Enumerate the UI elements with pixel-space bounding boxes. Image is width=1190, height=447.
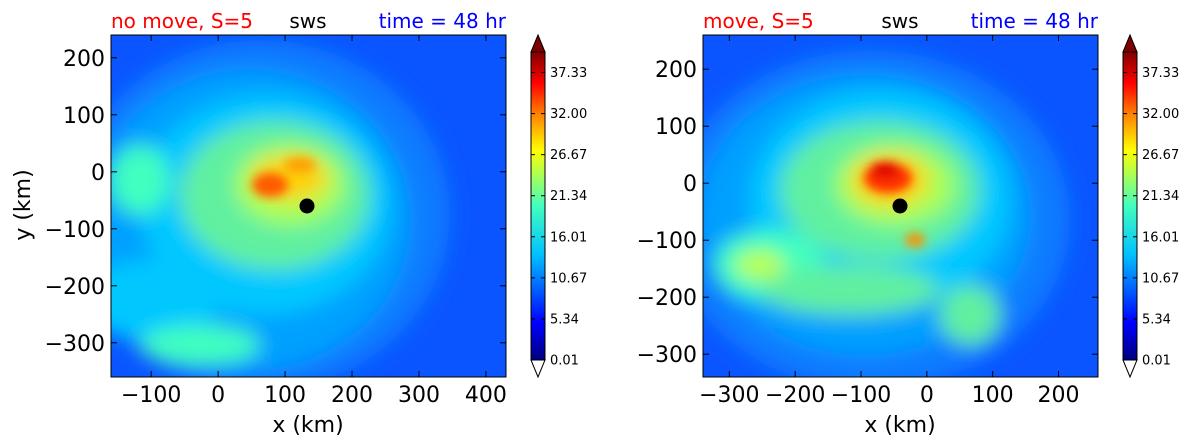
y-tick-label: −200 — [45, 275, 105, 300]
x-axis: −100 0 100 200 300 400 — [121, 35, 507, 408]
y-tick-label: 200 — [655, 58, 697, 83]
x-tick-label: 400 — [465, 383, 507, 408]
y-tick-label: −300 — [637, 343, 697, 368]
y-tick-label: 100 — [63, 104, 105, 129]
y-tick-label: 0 — [91, 161, 105, 186]
colorbar-tick-label: 26.67 — [1142, 148, 1179, 163]
chart-panel-move: move, S=5 sws time = 48 hr — [637, 9, 1180, 438]
contour-field — [703, 35, 1098, 377]
x-tick-label: 200 — [1038, 383, 1080, 408]
colorbar-tick-label: 37.33 — [550, 66, 587, 81]
colorbar-extend-bottom — [530, 359, 546, 379]
y-tick-label: 100 — [655, 115, 697, 140]
y-tick-label: 200 — [63, 47, 105, 72]
colorbar-tick-label: 32.00 — [550, 107, 587, 122]
chart-title-right: time = 48 hr — [971, 9, 1099, 33]
colorbar-extend-top — [1122, 33, 1138, 53]
x-tick-label: −300 — [699, 383, 759, 408]
chart-title-left: move, S=5 — [703, 9, 814, 33]
x-tick-label: 300 — [398, 383, 440, 408]
colorbar-gradient — [1122, 51, 1138, 361]
storm-center-marker — [299, 198, 315, 214]
colorbar-tick-label: 10.67 — [1142, 271, 1179, 286]
colorbar: 0.01 5.34 10.67 16.01 21.34 26.67 32.00 37.33 — [1122, 33, 1179, 379]
y-axis: 200 100 0 −100 −200 −300 — [637, 58, 1098, 368]
colorbar-tick-label: 0.01 — [1142, 354, 1171, 369]
x-tick-label: 100 — [264, 383, 306, 408]
colorbar-tick-label: 37.33 — [1142, 66, 1179, 81]
plot-frame — [110, 34, 507, 378]
storm-center-marker — [892, 198, 908, 214]
colorbar-tick-label: 5.34 — [550, 312, 579, 327]
y-tick-label: −100 — [637, 229, 697, 254]
colorbar-tick-label: 16.01 — [550, 230, 587, 245]
colorbar-tick-label: 26.67 — [550, 148, 587, 163]
y-axis-label: y (km) — [11, 169, 36, 240]
colorbar-extend-bottom — [1122, 359, 1138, 379]
chart-panel-no-move: no move, S=5 sws time = 48 hr — [11, 9, 587, 438]
colorbar-gradient — [530, 51, 546, 361]
colorbar-tick-label: 10.67 — [550, 271, 587, 286]
x-tick-label: 0 — [211, 383, 225, 408]
x-axis: −300 −200 −100 0 100 200 — [699, 35, 1080, 408]
colorbar-tick-label: 16.01 — [1142, 230, 1179, 245]
x-tick-label: −100 — [121, 383, 181, 408]
x-tick-label: 0 — [920, 383, 934, 408]
chart-title-left: no move, S=5 — [111, 9, 253, 33]
colorbar-tick-label: 32.00 — [1142, 107, 1179, 122]
chart-title-right: time = 48 hr — [379, 9, 507, 33]
x-axis-label: x (km) — [272, 413, 343, 438]
y-axis: 200 100 0 −100 −200 −300 — [45, 47, 506, 357]
x-tick-label: 200 — [331, 383, 373, 408]
y-tick-label: −200 — [637, 286, 697, 311]
x-tick-label: 100 — [972, 383, 1014, 408]
chart-title-center: sws — [289, 9, 326, 33]
colorbar-tick-label: 21.34 — [1142, 189, 1179, 204]
x-tick-label: −200 — [765, 383, 825, 408]
plot-frame — [702, 34, 1099, 378]
contour-field — [111, 35, 506, 377]
x-tick-label: −100 — [831, 383, 891, 408]
chart-title-center: sws — [881, 9, 918, 33]
colorbar-tick-label: 5.34 — [1142, 312, 1171, 327]
y-tick-label: −100 — [45, 218, 105, 243]
y-tick-label: −300 — [45, 332, 105, 357]
colorbar-tick-label: 0.01 — [550, 354, 579, 369]
colorbar-extend-top — [530, 33, 546, 53]
x-axis-label: x (km) — [864, 413, 935, 438]
colorbar: 0.01 5.34 10.67 16.01 21.34 26.67 32.00 37.33 — [530, 33, 587, 379]
colorbar-tick-label: 21.34 — [550, 189, 587, 204]
y-tick-label: 0 — [683, 172, 697, 197]
